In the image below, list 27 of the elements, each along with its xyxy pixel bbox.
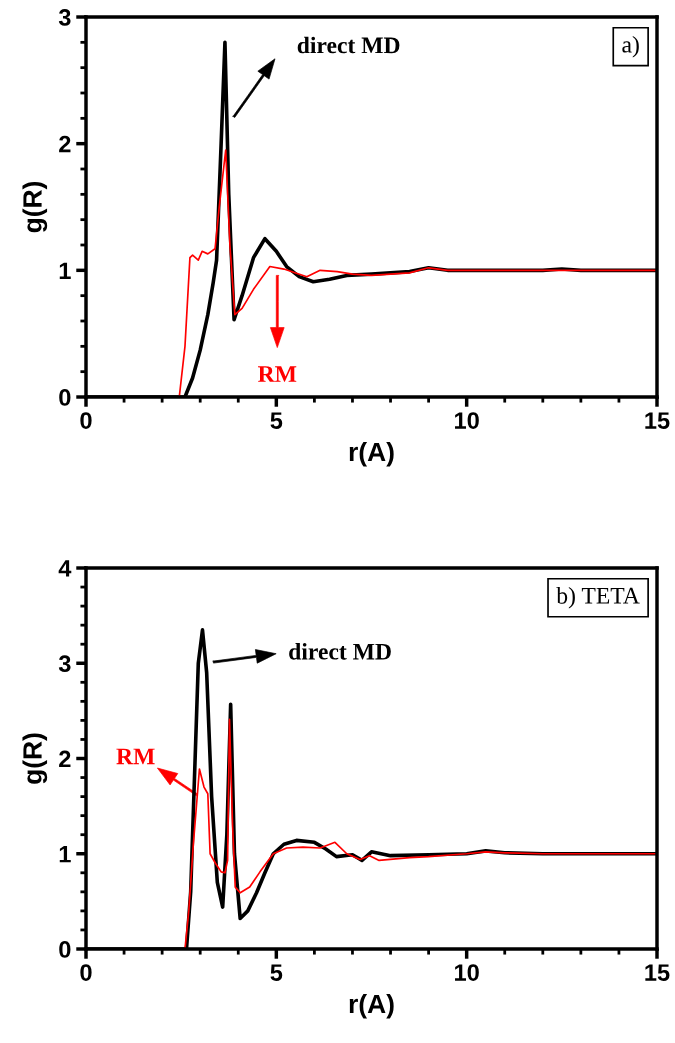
- y-axis-title: g(R): [22, 733, 48, 784]
- y-tick-label: 1: [59, 262, 71, 279]
- y-tick-label: 2: [59, 135, 71, 153]
- y-tick-label: 3: [58, 655, 71, 673]
- x-tick-label: 10: [455, 964, 479, 981]
- y-tick-label: 2: [59, 750, 71, 768]
- annotation: RM: [258, 366, 297, 382]
- y-tick-label: 3: [58, 9, 71, 26]
- x-tick-label: 0: [80, 964, 92, 981]
- x-tick-label: 15: [645, 964, 670, 981]
- y-tick-label: 4: [58, 560, 72, 577]
- x-tick-label: 5: [270, 964, 283, 981]
- annotation: direct MD: [297, 36, 400, 54]
- y-tick-label: 0: [59, 389, 71, 406]
- x-axis-title: r(A): [349, 993, 394, 1019]
- x-tick-label: 5: [270, 412, 283, 429]
- annotation: RM: [116, 748, 155, 765]
- y-tick-label: 0: [59, 941, 71, 958]
- annotation: direct MD: [289, 643, 391, 660]
- annotation: b) TETA: [556, 587, 640, 609]
- x-axis-title: r(A): [349, 441, 394, 467]
- x-tick-label: 15: [645, 412, 670, 429]
- y-axis-title: g(R): [22, 181, 48, 233]
- annotation: a): [622, 36, 639, 58]
- x-tick-label: 10: [455, 412, 479, 429]
- x-tick-label: 0: [80, 412, 92, 429]
- y-tick-label: 1: [59, 846, 71, 863]
